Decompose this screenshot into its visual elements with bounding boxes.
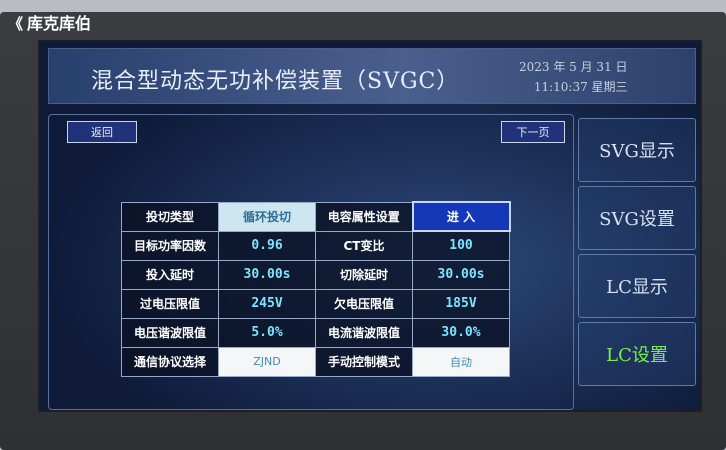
label-on-delay: 投入延时	[121, 259, 219, 290]
nav-lc-display[interactable]: LC显示	[578, 254, 696, 318]
label-switch-type: 投切类型	[121, 201, 219, 232]
label-overvoltage: 过电压限值	[121, 288, 219, 319]
nav-svg-display[interactable]: SVG显示	[578, 118, 696, 182]
label-off-delay: 切除延时	[315, 259, 413, 290]
label-current-harmonic: 电流谐波限值	[315, 317, 413, 348]
target-pf-input[interactable]: 0.96	[218, 230, 316, 261]
title-bar: 混合型动态无功补偿装置（SVGC） 2023 年 5 月 31 日 11:10:…	[48, 48, 696, 104]
table-row: 通信协议选择 ZJND 手动控制模式 自动	[121, 346, 510, 377]
side-nav: SVG显示 SVG设置 LC显示 LC设置	[578, 114, 696, 410]
datetime: 2023 年 5 月 31 日 11:10:37 星期三	[519, 57, 628, 97]
protocol-select[interactable]: ZJND	[218, 346, 316, 377]
label-protocol: 通信协议选择	[121, 346, 219, 377]
settings-panel: 返回 下一页 投切类型 循环投切 电容属性设置 进 入 目标功率因数 0.96 …	[48, 114, 574, 410]
table-row: 过电压限值 245V 欠电压限值 185V	[121, 288, 510, 319]
ct-ratio-input[interactable]: 100	[412, 230, 510, 261]
nav-lc-settings[interactable]: LC设置	[578, 322, 696, 386]
undervoltage-input[interactable]: 185V	[412, 288, 510, 319]
date-text: 2023 年 5 月 31 日	[519, 60, 628, 74]
page-title: 混合型动态无功补偿装置（SVGC）	[91, 69, 460, 94]
table-row: 电压谐波限值 5.0% 电流谐波限值 30.0%	[121, 317, 510, 348]
off-delay-input[interactable]: 30.00s	[412, 259, 510, 290]
label-target-pf: 目标功率因数	[121, 230, 219, 261]
logo-text: 库克库伯	[27, 14, 92, 33]
logo-icon: 《	[8, 15, 24, 33]
label-voltage-harmonic: 电压谐波限值	[121, 317, 219, 348]
on-delay-input[interactable]: 30.00s	[218, 259, 316, 290]
manual-mode-select[interactable]: 自动	[412, 346, 510, 377]
table-row: 目标功率因数 0.96 CT变比 100	[121, 230, 510, 261]
overvoltage-input[interactable]: 245V	[218, 288, 316, 319]
back-button[interactable]: 返回	[67, 121, 137, 143]
enter-button[interactable]: 进 入	[411, 201, 511, 232]
next-page-button[interactable]: 下一页	[501, 121, 565, 143]
label-undervoltage: 欠电压限值	[315, 288, 413, 319]
hmi-screen: 混合型动态无功补偿装置（SVGC） 2023 年 5 月 31 日 11:10:…	[38, 40, 702, 412]
table-row: 投入延时 30.00s 切除延时 30.00s	[121, 259, 510, 290]
current-harmonic-input[interactable]: 30.0%	[412, 317, 510, 348]
switch-type-select[interactable]: 循环投切	[218, 201, 316, 232]
settings-table: 投切类型 循环投切 电容属性设置 进 入 目标功率因数 0.96 CT变比 10…	[121, 201, 511, 377]
voltage-harmonic-input[interactable]: 5.0%	[218, 317, 316, 348]
time-text: 11:10:37 星期三	[533, 80, 628, 94]
brand-logo: 《库克库伯	[8, 10, 91, 34]
label-capacitor-settings: 电容属性设置	[315, 201, 413, 232]
label-ct-ratio: CT变比	[315, 230, 413, 261]
nav-svg-settings[interactable]: SVG设置	[578, 186, 696, 250]
label-manual-mode: 手动控制模式	[315, 346, 413, 377]
table-row: 投切类型 循环投切 电容属性设置 进 入	[121, 201, 511, 232]
